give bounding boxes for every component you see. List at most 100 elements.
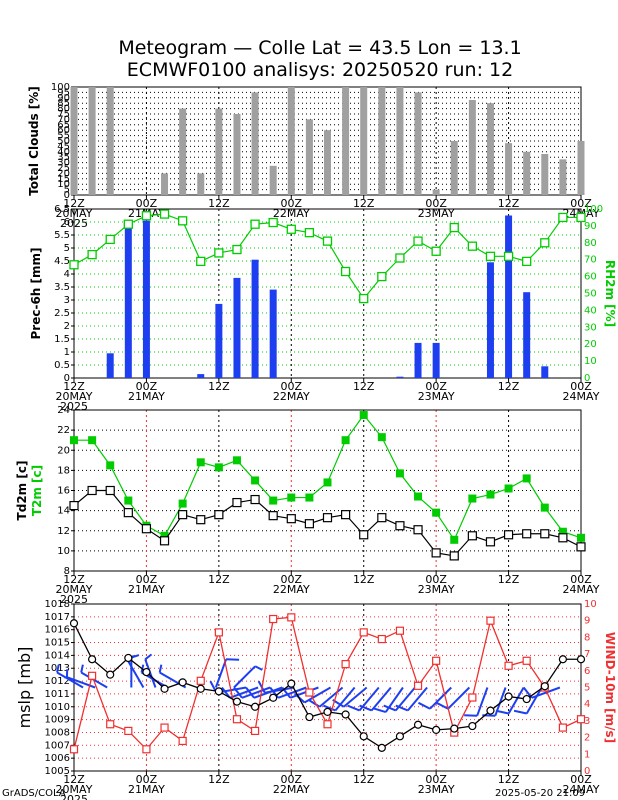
x-year-label: 2025 [60,593,88,606]
x-date-label: 23MAY [418,583,455,596]
precip-bar [142,220,150,378]
y-tick-label: 60 [57,125,70,136]
rh-marker [359,293,369,304]
wind-barb-feather [395,704,409,712]
wind-barb-feather [80,664,84,673]
x-date-label: 21MAY [128,583,165,596]
x-tick-label: 12Z [208,773,230,786]
rh-marker [449,222,459,233]
x-tick-label: 12Z [353,380,375,393]
wind-marker [413,681,423,690]
y2-tick-label: 30 [584,322,597,333]
y-tick-label: 65 [57,120,70,131]
y2-tick-label: 40 [584,305,597,316]
wind-barb-feather [308,699,321,708]
y-tick-label: 1012 [45,676,70,687]
wind-barb-feather [233,686,243,699]
y-axis-label: mslp [mb] [15,647,34,729]
mslp-marker [269,693,278,702]
precip-bar [124,220,132,378]
mslp-marker [124,653,133,663]
y2-tick-label: 70 [584,255,597,266]
wind-barb [447,686,471,710]
y-tick-label: 1006 [45,753,70,764]
y2-tick-label: 4 [584,699,590,710]
t2m-marker [341,436,350,445]
td2m-marker [395,521,405,531]
mslp-marker [359,732,368,741]
wind-barb [277,686,307,699]
x-date-label: 22MAY [273,783,310,796]
td2m-marker [268,511,278,521]
t2m-marker [558,527,567,536]
td2m-marker [341,510,351,520]
cloud-bar [88,87,96,195]
footer-right: 2025-05-20 21:09 [495,788,585,799]
cloud-bar [251,92,259,195]
y2-tick-label: 5 [584,683,590,694]
rh-marker [87,249,97,260]
precip-bar [197,374,205,378]
y-tick-label: 3.5 [54,282,70,293]
x-tick-label: 12Z [498,197,520,210]
rh-marker [286,224,296,234]
wind-barb [525,687,543,714]
cloud-bar [360,87,368,195]
t2m-marker [160,531,169,540]
cloud-bar [468,99,476,195]
y-tick-label: 75 [57,109,70,120]
y-tick-label: 40 [57,147,70,158]
td2m-marker [250,494,260,505]
x-tick-label: 12Z [63,380,85,393]
mslp-marker [486,706,495,715]
precip-bar [541,366,549,378]
wind-marker [486,616,495,625]
x-date-label: 24MAY [563,390,600,403]
t2m-marker [70,436,78,445]
cloud-bar [577,141,585,195]
mslp-marker [69,619,79,628]
cloud-bar [450,141,458,195]
precip-bar [414,342,422,378]
precip-bar [233,277,241,378]
y-tick-label: 1 [64,347,70,358]
rh-marker [503,251,514,261]
y-tick-label: 0 [64,190,70,201]
cloud-bar [505,143,513,195]
y2-tick-label: 8 [584,632,590,643]
rh-marker [177,216,188,226]
x-tick-label: 12Z [208,197,230,210]
wind-barb-feather [158,664,163,673]
x-tick-label: 00Z [570,773,592,786]
wind-barb [531,686,561,699]
wind-marker [124,726,133,736]
td2m-marker [431,548,441,558]
wind-barb-feather [254,665,263,671]
mslp-marker [558,655,567,664]
td2m-marker [413,525,423,535]
x-date-label: 22MAY [273,390,310,403]
cloud-bar [233,114,241,195]
y2-tick-label: 0 [584,766,590,777]
cloud-bar [305,119,313,195]
y-tick-label: 14 [57,506,70,517]
wind-barb-feather [221,686,231,699]
mslp-marker [395,732,405,741]
y-tick-label: 0.5 [54,360,70,371]
y-axis-label: Prec-6h [mm] [29,248,43,340]
mslp-marker [88,655,97,664]
rh-marker [322,236,333,246]
y-tick-label: 45 [57,141,70,152]
wind-marker [341,660,350,669]
t2m-marker [305,493,314,502]
y-tick-label: 1009 [45,715,70,726]
panel-2: 00.511.522.533.544.555.566.512Z20MAY2025… [29,204,617,413]
x-tick-label: 00Z [281,380,303,393]
wind-marker [196,676,205,685]
rh-marker [69,260,79,270]
mslp-marker [540,682,549,691]
wind-barb-feather [436,701,449,710]
wind-barb [229,686,259,699]
wind-barb-feather [56,664,60,673]
x-tick-label: 00Z [281,573,303,586]
